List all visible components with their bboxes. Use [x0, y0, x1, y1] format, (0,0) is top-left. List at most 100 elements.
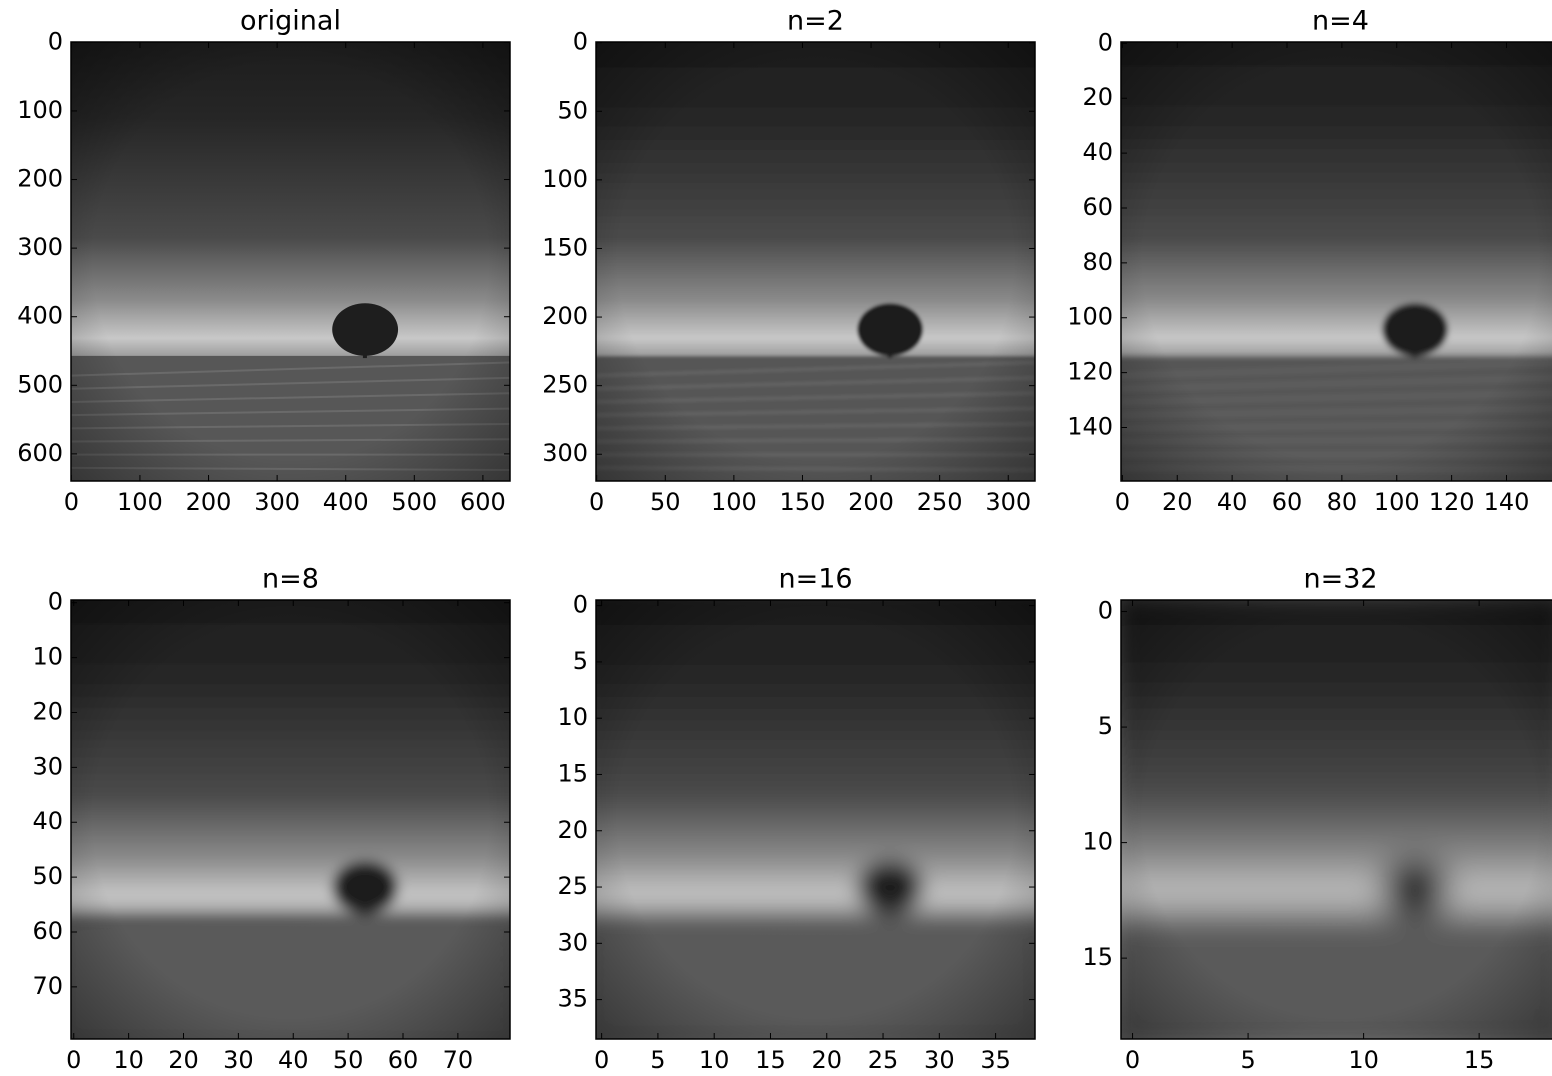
- x-tick-label: 5: [650, 1046, 665, 1074]
- panel-title: n=2: [787, 6, 844, 37]
- x-tick-label: 250: [917, 488, 963, 516]
- y-tick-label: 60: [1082, 193, 1113, 221]
- x-tick-label: 100: [1374, 488, 1420, 516]
- x-tick-label: 60: [388, 1046, 419, 1074]
- x-tick-label: 20: [1162, 488, 1193, 516]
- frame: [70, 599, 511, 1040]
- vignette: [71, 600, 510, 1039]
- y-tick-label: 0: [48, 588, 63, 616]
- y-tick-label: 40: [32, 807, 63, 835]
- y-tick-label: 10: [1082, 828, 1113, 856]
- y-tick-label: 35: [557, 985, 588, 1013]
- y-tick-label: 100: [17, 96, 63, 124]
- x-tick-label: 35: [980, 1046, 1011, 1074]
- x-tick-label: 10: [1348, 1046, 1379, 1074]
- vignette: [596, 42, 1035, 481]
- x-tick-label: 500: [391, 488, 437, 516]
- x-tick-label: 300: [254, 488, 300, 516]
- y-tick-label: 0: [1098, 28, 1113, 56]
- y-tick-label: 0: [1098, 597, 1113, 625]
- y-tick-label: 20: [32, 697, 63, 725]
- vignette: [1121, 42, 1552, 481]
- x-tick-label: 140: [1484, 488, 1530, 516]
- y-tick-label: 600: [17, 439, 63, 467]
- panel-title: original: [240, 6, 341, 37]
- y-tick-label: 30: [32, 752, 63, 780]
- x-tick-label: 0: [66, 1046, 81, 1074]
- y-tick-label: 100: [1067, 303, 1113, 331]
- panel-title: n=32: [1303, 564, 1377, 595]
- x-tick-label: 200: [186, 488, 232, 516]
- x-tick-label: 200: [848, 488, 894, 516]
- x-tick-label: 30: [223, 1046, 254, 1074]
- x-tick-label: 100: [117, 488, 163, 516]
- y-tick-label: 5: [573, 647, 588, 675]
- y-tick-label: 50: [32, 862, 63, 890]
- x-tick-label: 300: [985, 488, 1031, 516]
- y-tick-label: 0: [573, 28, 588, 56]
- x-tick-label: 25: [868, 1046, 899, 1074]
- x-tick-label: 30: [924, 1046, 955, 1074]
- x-tick-label: 0: [1125, 1046, 1140, 1074]
- frame: [1120, 599, 1552, 1040]
- y-tick-label: 5: [1098, 712, 1113, 740]
- x-tick-label: 10: [699, 1046, 730, 1074]
- y-tick-label: 400: [17, 302, 63, 330]
- x-tick-label: 0: [594, 1046, 609, 1074]
- panel-title: n=8: [262, 564, 319, 595]
- y-tick-label: 30: [557, 928, 588, 956]
- x-tick-label: 15: [1464, 1046, 1495, 1074]
- image: [71, 600, 510, 1039]
- y-tick-label: 150: [542, 233, 588, 261]
- x-tick-label: 400: [323, 488, 369, 516]
- x-tick-label: 40: [278, 1046, 309, 1074]
- y-tick-label: 60: [32, 917, 63, 945]
- x-tick-label: 100: [711, 488, 757, 516]
- y-tick-label: 10: [557, 703, 588, 731]
- frame: [595, 599, 1036, 1040]
- y-tick-label: 0: [573, 591, 588, 619]
- y-tick-label: 40: [1082, 138, 1113, 166]
- x-tick-label: 70: [443, 1046, 474, 1074]
- x-tick-label: 5: [1240, 1046, 1255, 1074]
- vignette: [71, 42, 510, 481]
- y-tick-label: 0: [48, 27, 63, 55]
- y-tick-label: 80: [1082, 248, 1113, 276]
- x-tick-label: 0: [64, 488, 79, 516]
- x-tick-label: 150: [780, 488, 826, 516]
- y-tick-label: 300: [542, 439, 588, 467]
- x-tick-label: 20: [168, 1046, 199, 1074]
- x-tick-label: 80: [1327, 488, 1358, 516]
- image: [1121, 600, 1552, 1039]
- x-tick-label: 60: [1272, 488, 1303, 516]
- frame: [1120, 41, 1552, 482]
- y-tick-label: 50: [557, 96, 588, 124]
- y-tick-label: 20: [557, 816, 588, 844]
- image: [596, 600, 1035, 1039]
- x-tick-label: 0: [589, 488, 604, 516]
- x-tick-label: 600: [460, 488, 506, 516]
- y-tick-label: 70: [32, 972, 63, 1000]
- panel-title: n=4: [1312, 6, 1369, 37]
- y-tick-label: 15: [1082, 943, 1113, 971]
- y-tick-label: 500: [17, 370, 63, 398]
- image: [1121, 42, 1552, 481]
- x-tick-label: 10: [113, 1046, 144, 1074]
- x-tick-label: 20: [811, 1046, 842, 1074]
- y-tick-label: 300: [17, 233, 63, 261]
- image: [596, 42, 1035, 481]
- panel-title: n=16: [778, 564, 852, 595]
- y-tick-label: 15: [557, 759, 588, 787]
- y-tick-label: 10: [32, 643, 63, 671]
- vignette: [596, 600, 1035, 1039]
- y-tick-label: 100: [542, 165, 588, 193]
- y-tick-label: 250: [542, 371, 588, 399]
- x-tick-label: 0: [1115, 488, 1130, 516]
- y-tick-label: 140: [1067, 412, 1113, 440]
- y-tick-label: 120: [1067, 358, 1113, 386]
- frame: [70, 41, 511, 482]
- image: [71, 42, 510, 481]
- x-tick-label: 40: [1217, 488, 1248, 516]
- y-tick-label: 25: [557, 872, 588, 900]
